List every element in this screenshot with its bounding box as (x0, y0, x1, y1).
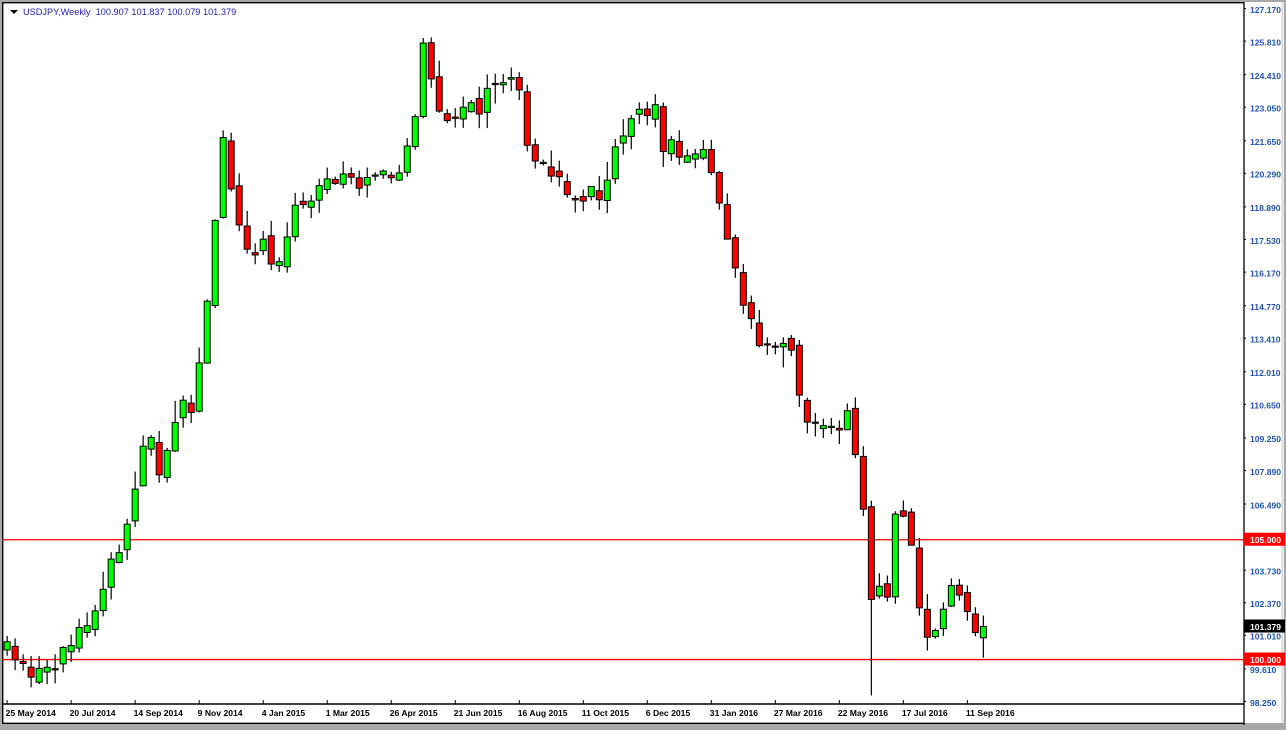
svg-text:25 May 2014: 25 May 2014 (6, 708, 56, 718)
svg-text:31 Jan 2016: 31 Jan 2016 (710, 708, 758, 718)
svg-text:112.010: 112.010 (1250, 368, 1281, 378)
svg-text:107.890: 107.890 (1250, 467, 1281, 477)
svg-text:124.410: 124.410 (1250, 71, 1281, 81)
svg-text:9 Nov 2014: 9 Nov 2014 (198, 708, 243, 718)
svg-text:101.010: 101.010 (1250, 632, 1281, 642)
svg-text:98.250: 98.250 (1250, 698, 1277, 708)
svg-text:117.530: 117.530 (1250, 236, 1281, 246)
svg-text:105.000: 105.000 (1250, 535, 1281, 545)
svg-text:113.410: 113.410 (1250, 335, 1281, 345)
svg-text:17 Jul 2016: 17 Jul 2016 (902, 708, 948, 718)
svg-text:1 Mar 2015: 1 Mar 2015 (326, 708, 370, 718)
svg-text:109.250: 109.250 (1250, 434, 1281, 444)
svg-text:16 Aug 2015: 16 Aug 2015 (518, 708, 568, 718)
svg-text:101.379: 101.379 (1250, 622, 1281, 632)
svg-text:99.610: 99.610 (1250, 665, 1277, 675)
svg-text:22 May 2016: 22 May 2016 (838, 708, 888, 718)
svg-text:125.810: 125.810 (1250, 37, 1281, 47)
svg-text:27 Mar 2016: 27 Mar 2016 (774, 708, 823, 718)
svg-text:102.370: 102.370 (1250, 599, 1281, 609)
svg-text:26 Apr 2015: 26 Apr 2015 (390, 708, 438, 718)
svg-text:114.770: 114.770 (1250, 302, 1281, 312)
svg-text:4 Jan 2015: 4 Jan 2015 (262, 708, 306, 718)
svg-text:106.490: 106.490 (1250, 500, 1281, 510)
svg-text:120.290: 120.290 (1250, 170, 1281, 180)
svg-text:11 Oct 2015: 11 Oct 2015 (582, 708, 630, 718)
svg-text:21 Jun 2015: 21 Jun 2015 (454, 708, 503, 718)
svg-text:6 Dec 2015: 6 Dec 2015 (646, 708, 691, 718)
svg-text:103.730: 103.730 (1250, 566, 1281, 576)
svg-text:14 Sep 2014: 14 Sep 2014 (134, 708, 183, 718)
svg-text:121.650: 121.650 (1250, 137, 1281, 147)
svg-text:20 Jul 2014: 20 Jul 2014 (70, 708, 116, 718)
svg-text:127.170: 127.170 (1250, 5, 1281, 15)
svg-text:110.650: 110.650 (1250, 401, 1281, 411)
svg-text:116.170: 116.170 (1250, 268, 1281, 278)
svg-text:123.050: 123.050 (1250, 104, 1281, 114)
svg-text:118.890: 118.890 (1250, 203, 1281, 213)
svg-text:100.000: 100.000 (1250, 655, 1281, 665)
svg-text:11 Sep 2016: 11 Sep 2016 (966, 708, 1015, 718)
